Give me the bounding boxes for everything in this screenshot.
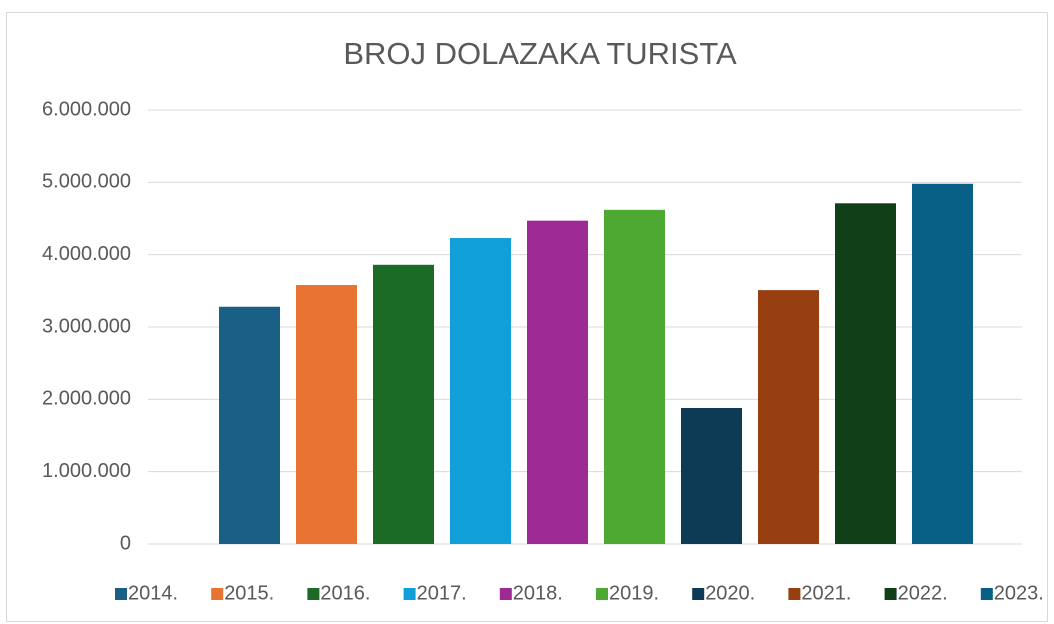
y-tick-label: 4.000.000 (42, 243, 131, 265)
y-tick-label: 6.000.000 (42, 98, 131, 120)
bar (604, 209, 665, 544)
legend-label: 2014. (128, 582, 178, 604)
bar (835, 203, 896, 544)
legend-label: 2015. (224, 582, 274, 604)
legend-label: 2023. (994, 582, 1044, 604)
legend-label: 2021. (801, 582, 851, 604)
legend-swatch (499, 588, 512, 600)
legend-swatch (403, 588, 416, 600)
legend-swatch (884, 588, 897, 600)
bar (219, 306, 280, 544)
legend-swatch (115, 588, 127, 600)
bar (912, 183, 973, 544)
legend-swatch (307, 588, 320, 600)
bar (758, 290, 819, 544)
chart-title: BROJ DOLAZAKA TURISTA (343, 36, 737, 71)
y-tick-label: 0 (120, 532, 131, 554)
y-tick-label: 1.000.000 (42, 460, 131, 482)
legend-swatch (788, 588, 801, 600)
legend-swatch (692, 588, 705, 600)
legend-label: 2016. (320, 582, 370, 604)
legend-label: 2018. (513, 582, 563, 604)
legend-label: 2022. (898, 582, 948, 604)
legend-label: 2020. (705, 582, 755, 604)
bar (373, 264, 434, 544)
bar (681, 408, 742, 544)
legend-swatch (980, 588, 993, 600)
legend-label: 2019. (609, 582, 659, 604)
legend-label: 2017. (417, 582, 467, 604)
y-tick-label: 2.000.000 (42, 388, 131, 410)
y-tick-label: 5.000.000 (42, 171, 131, 193)
y-tick-label: 3.000.000 (42, 315, 131, 337)
bar (527, 220, 588, 545)
bar (296, 285, 357, 544)
bar (450, 238, 511, 544)
legend-swatch (596, 588, 608, 600)
legend-swatch (211, 588, 224, 600)
